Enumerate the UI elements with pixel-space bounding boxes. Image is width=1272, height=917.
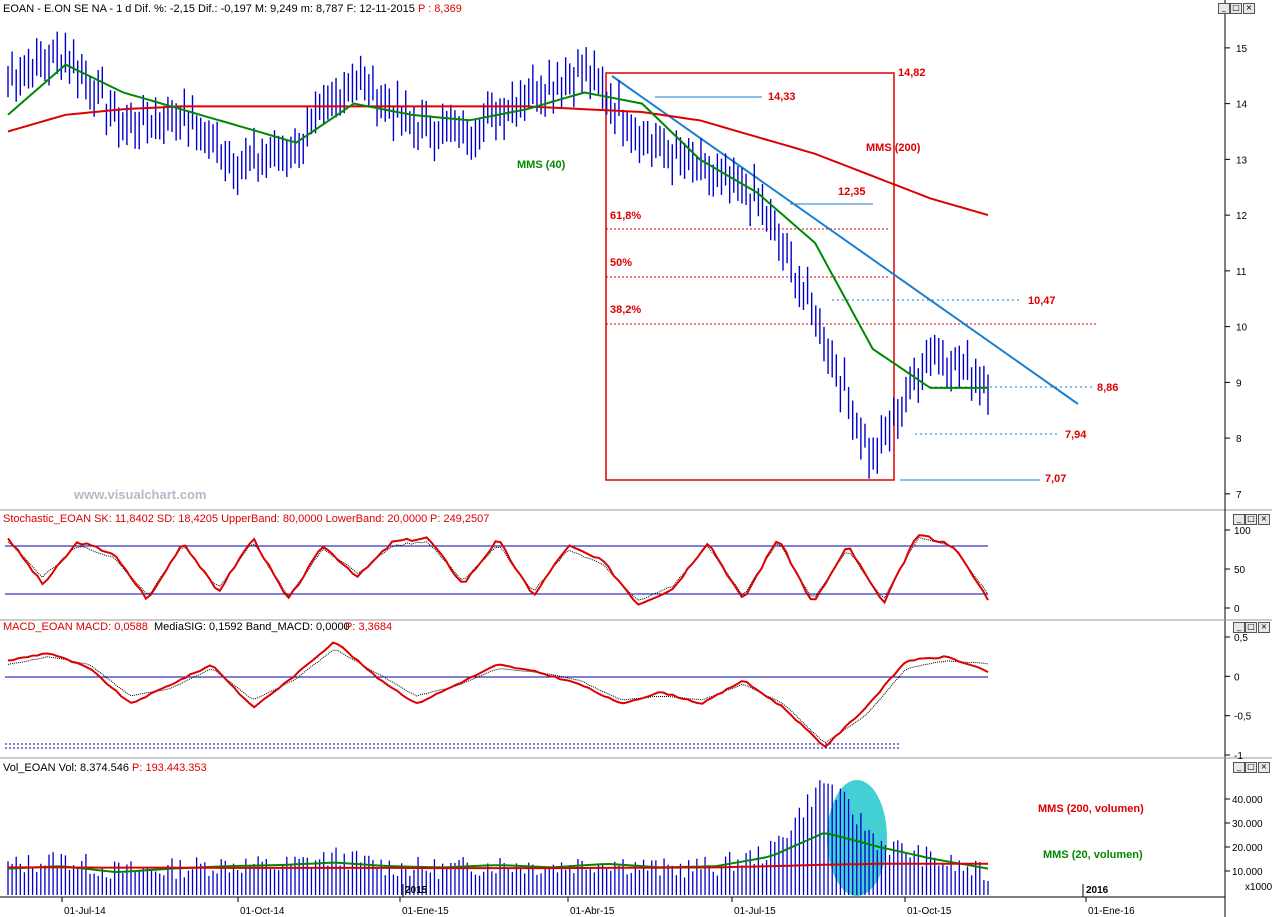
macd-tick-label: -0,5: [1234, 712, 1252, 723]
vol-unit: x1000: [1245, 882, 1272, 893]
year-2015-label: 2015: [405, 885, 428, 896]
price-tick-label: 13: [1236, 155, 1248, 166]
label-mms40: MMS (40): [517, 159, 566, 171]
vol-tick-label: 40.000: [1232, 795, 1263, 806]
price-title: EOAN - E.ON SE NA - 1 d Dif. %: -2,15 Di…: [3, 3, 415, 15]
macd-line: [7, 641, 989, 749]
macd-tick-label: 0: [1234, 672, 1240, 683]
vol-axis: 40.000 30.000 20.000 10.000: [1225, 795, 1263, 878]
vol-mms200-line: [8, 862, 988, 870]
macd-tick-label: 0,5: [1234, 633, 1248, 644]
price-minimize-button[interactable]: _: [1218, 3, 1230, 14]
time-tick-label: 01-Ene-16: [1088, 906, 1135, 917]
price-maximize-button[interactable]: □: [1230, 3, 1242, 14]
vol-minimize-button[interactable]: _: [1233, 762, 1245, 773]
label-1235: 12,35: [838, 186, 866, 198]
vol-tick-label: 30.000: [1232, 819, 1263, 830]
price-bars: [7, 31, 989, 479]
label-1047: 10,47: [1028, 295, 1056, 307]
stoch-maximize-button[interactable]: □: [1245, 514, 1257, 525]
stoch-tick-label: 100: [1234, 526, 1251, 537]
time-tick-label: 01-Jul-14: [64, 906, 106, 917]
label-mms200-vol: MMS (200, volumen): [1038, 803, 1144, 815]
downtrend-line: [611, 75, 1079, 405]
time-tick-label: 01-Jul-15: [734, 906, 776, 917]
price-tick-label: 9: [1236, 378, 1242, 389]
stoch-sk-line: [7, 534, 989, 606]
label-707: 7,07: [1045, 473, 1066, 485]
macd-close-button[interactable]: ×: [1258, 622, 1270, 633]
price-tick-label: 15: [1236, 44, 1248, 55]
price-tick-label: 8: [1236, 434, 1242, 445]
vol-close-button[interactable]: ×: [1258, 762, 1270, 773]
vol-tick-label: 20.000: [1232, 843, 1263, 854]
label-1433: 14,33: [768, 91, 796, 103]
vol-title: Vol_EOAN Vol: 8.374.546: [3, 762, 129, 774]
macd-title-red: MACD_EOAN MACD: 0,0588: [3, 621, 148, 633]
stoch-title: Stochastic_EOAN SK: 11,8402 SD: 18,4205 …: [3, 513, 427, 525]
label-1482: 14,82: [898, 67, 926, 79]
macd-minimize-button[interactable]: _: [1233, 622, 1245, 633]
stoch-tick-label: 0: [1234, 604, 1240, 615]
time-tick-label: 01-Oct-15: [907, 906, 952, 917]
label-886: 8,86: [1097, 382, 1118, 394]
volume-panel: Vol_EOAN Vol: 8.374.546 P: 193.443.353 4…: [3, 762, 1272, 896]
stochastic-panel: Stochastic_EOAN SK: 11,8402 SD: 18,4205 …: [0, 513, 1272, 621]
price-tick-label: 12: [1236, 211, 1248, 222]
stoch-p: P: 249,2507: [430, 513, 489, 525]
vol-p: P: 193.443.353: [132, 762, 207, 774]
price-tick-label: 7: [1236, 490, 1242, 501]
time-tick-label: 01-Ene-15: [402, 906, 449, 917]
stoch-minimize-button[interactable]: _: [1233, 514, 1245, 525]
price-axis: 15 14 13 12 11 10 9 8 7: [1225, 44, 1248, 501]
macd-maximize-button[interactable]: □: [1245, 622, 1257, 633]
stoch-close-button[interactable]: ×: [1258, 514, 1270, 525]
macd-p: P: 3,3684: [345, 621, 392, 633]
time-tick-label: 01-Oct-14: [240, 906, 285, 917]
price-tick-label: 10: [1236, 323, 1248, 334]
time-tick-label: 01-Abr-15: [570, 906, 615, 917]
macd-signal-line: [7, 649, 989, 744]
vol-maximize-button[interactable]: □: [1245, 762, 1257, 773]
macd-axis: 0,5 0 -0,5 -1: [1225, 633, 1252, 762]
price-tick-label: 14: [1236, 100, 1248, 111]
label-fib618: 61,8%: [610, 210, 641, 222]
price-last: P : 8,369: [418, 3, 462, 15]
mms40-line: [7, 63, 988, 389]
price-close-button[interactable]: ×: [1243, 3, 1255, 14]
stoch-tick-label: 50: [1234, 565, 1246, 576]
macd-title-black: MediaSIG: 0,1592 Band_MACD: 0,0000: [154, 621, 350, 633]
label-mms200: MMS (200): [866, 142, 921, 154]
stoch-axis: 100 50 0: [1225, 526, 1251, 615]
volume-bars: [7, 780, 989, 895]
macd-tick-label: -1: [1234, 751, 1243, 762]
year-2016-label: 2016: [1086, 885, 1109, 896]
label-794: 7,94: [1065, 429, 1087, 441]
time-axis: 2015 2016 01-Jul-14 01-Oct-14 01-Ene-15 01-…: [0, 884, 1225, 917]
price-tick-label: 11: [1236, 267, 1247, 278]
vol-tick-label: 10.000: [1232, 867, 1263, 878]
label-fib382: 38,2%: [610, 304, 641, 316]
label-mms20-vol: MMS (20, volumen): [1043, 849, 1143, 861]
watermark: www.visualchart.com: [73, 487, 206, 502]
label-fib50: 50%: [610, 257, 632, 269]
macd-panel: MACD_EOAN MACD: 0,0588 MediaSIG: 0,1592 …: [0, 621, 1272, 762]
